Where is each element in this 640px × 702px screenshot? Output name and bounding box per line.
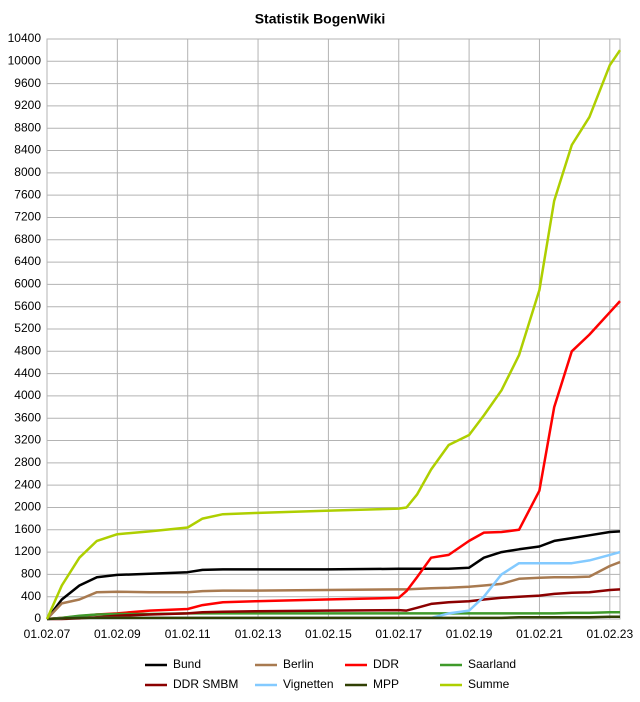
legend-label: Bund — [173, 657, 201, 671]
x-tick-label: 01.02.13 — [235, 627, 282, 641]
x-tick-label: 01.02.21 — [516, 627, 563, 641]
y-tick-label: 5200 — [14, 321, 41, 335]
legend-label: MPP — [373, 677, 399, 691]
x-tick-label: 01.02.23 — [586, 627, 633, 641]
legend-label: Vignetten — [283, 677, 334, 691]
x-tick-label: 01.02.17 — [375, 627, 422, 641]
x-tick-label: 01.02.19 — [446, 627, 493, 641]
x-tick-label: 01.02.15 — [305, 627, 352, 641]
legend-label: Saarland — [468, 657, 516, 671]
series-line — [45, 49, 622, 620]
y-tick-label: 8000 — [14, 165, 41, 179]
series-line — [46, 615, 620, 621]
x-tick-label: 01.02.11 — [165, 627, 211, 641]
y-tick-label: 1200 — [14, 544, 41, 558]
y-tick-label: 8800 — [14, 120, 41, 134]
y-tick-label: 7600 — [14, 187, 41, 201]
y-tick-label: 9600 — [14, 76, 41, 90]
y-tick-label: 6400 — [14, 254, 41, 268]
series-line — [46, 300, 621, 621]
y-tick-label: 10400 — [8, 31, 42, 45]
x-tick-label: 01.02.07 — [24, 627, 71, 641]
y-tick-label: 5600 — [14, 299, 41, 313]
y-tick-label: 2000 — [14, 500, 41, 514]
chart-title: Statistik BogenWiki — [255, 11, 386, 27]
series-line — [46, 530, 621, 620]
y-tick-label: 800 — [21, 567, 41, 581]
series-line — [47, 588, 621, 621]
y-tick-label: 2800 — [14, 455, 41, 469]
y-tick-label: 6800 — [14, 232, 41, 246]
legend-label: DDR SMBM — [173, 677, 238, 691]
y-tick-label: 400 — [21, 589, 41, 603]
series-line — [46, 550, 621, 621]
y-tick-label: 4800 — [14, 343, 41, 357]
y-tick-label: 10000 — [8, 53, 42, 67]
y-tick-label: 8400 — [14, 143, 41, 157]
series-line — [46, 611, 620, 621]
y-tick-label: 0 — [34, 611, 41, 625]
legend-label: Berlin — [283, 657, 314, 671]
y-tick-label: 6000 — [14, 277, 41, 291]
y-tick-label: 2400 — [14, 477, 41, 491]
legend-label: Summe — [468, 677, 510, 691]
x-tick-label: 01.02.09 — [94, 627, 141, 641]
y-tick-label: 3600 — [14, 410, 41, 424]
y-tick-label: 4400 — [14, 366, 41, 380]
y-tick-label: 1600 — [14, 522, 41, 536]
series-line — [46, 560, 621, 620]
legend-label: DDR — [373, 657, 399, 671]
y-tick-label: 4000 — [14, 388, 41, 402]
y-tick-label: 9200 — [14, 98, 41, 112]
y-tick-label: 3200 — [14, 433, 41, 447]
y-tick-label: 7200 — [14, 210, 41, 224]
